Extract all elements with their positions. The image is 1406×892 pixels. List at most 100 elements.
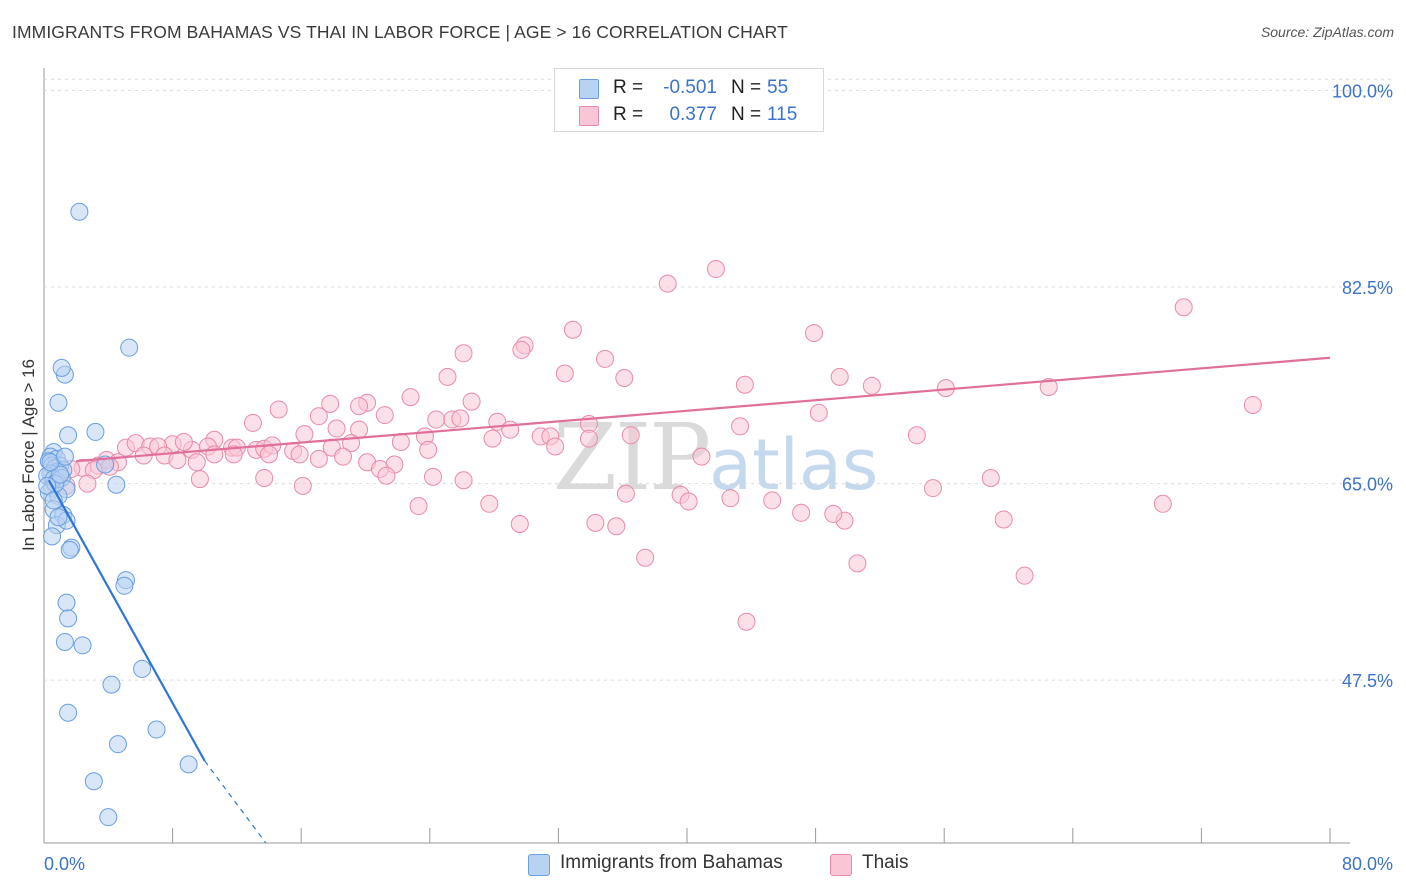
data-point-thais [763,491,782,510]
bottom-legend-label-bahamas: Immigrants from Bahamas [560,852,783,873]
data-point-thais [293,476,312,495]
y-tick-label: 65.0% [1342,475,1393,495]
data-point-bahamas [59,703,78,722]
data-point-thais [862,376,881,395]
data-point-thais [350,397,369,416]
data-point-thais [427,410,446,429]
data-point-bahamas [86,422,105,441]
data-point-bahamas [179,755,198,774]
data-point-thais [658,274,677,293]
data-point-bahamas [57,593,76,612]
legend-row-bahamas: R = -0.501 N = 55 [555,76,823,100]
chart-title: IMMIGRANTS FROM BAHAMAS VS THAI IN LABOR… [12,22,788,42]
data-point-thais [168,450,187,469]
legend-r-value: -0.501 [663,77,717,98]
data-point-thais [830,367,849,386]
data-point-thais [309,407,328,426]
data-point-bahamas [102,675,121,694]
data-point-thais [981,468,1000,487]
y-tick-label: 47.5% [1342,671,1393,691]
data-point-thais [907,426,926,445]
data-point-bahamas [107,475,126,494]
data-point-thais [621,426,640,445]
legend-n-value: 55 [767,77,789,98]
data-point-thais [377,466,396,485]
legend-r-value: 0.377 [669,104,717,125]
data-point-thais [224,445,243,464]
y-tick-label: 100.0% [1332,81,1393,101]
trend-line-thais [76,356,1331,463]
data-point-thais [579,429,598,448]
data-point-thais [1039,377,1058,396]
data-point-bahamas [55,632,74,651]
data-point-thais [454,471,473,490]
data-point-thais [636,548,655,567]
data-point-thais [994,510,1013,529]
data-point-thais [190,470,209,489]
legend-n-label: N = [731,77,762,98]
data-point-thais [375,406,394,425]
data-point-thais [546,437,565,456]
data-point-thais [510,515,529,534]
data-point-thais [1015,566,1034,585]
data-point-thais [483,429,502,448]
data-point-thais [321,394,340,413]
legend-swatch-bahamas [579,79,599,99]
data-point-thais [735,375,754,394]
data-point-bahamas [120,338,139,357]
data-point-thais [809,403,828,422]
data-point-thais [501,420,520,439]
data-point-bahamas [99,808,118,827]
data-point-thais [923,479,942,498]
data-point-bahamas [59,426,78,445]
data-point-thais [737,612,756,631]
data-point-thais [269,400,288,419]
data-point-thais [290,445,309,464]
legend-r-label: R = [613,104,644,125]
legend-swatch-thais [579,106,599,126]
data-point-thais [512,340,531,359]
legend-n-value: 115 [767,104,798,125]
data-point-thais [451,409,470,428]
data-point-thais [295,425,314,444]
legend-r-label: R = [613,77,644,98]
data-point-thais [824,504,843,523]
legend-row-thais: R = 0.377 N = 115 [555,103,823,127]
data-point-thais [401,388,420,407]
data-point-thais [255,468,274,487]
data-point-thais [804,324,823,343]
data-point-thais [1153,494,1172,513]
data-point-thais [848,554,867,573]
data-point-thais [260,445,279,464]
data-point-bahamas [70,202,89,221]
data-point-thais [187,453,206,472]
data-point-thais [243,413,262,432]
data-point-thais [616,484,635,503]
data-point-thais [692,447,711,466]
data-point-thais [438,367,457,386]
data-point-thais [596,349,615,368]
data-point-thais [424,467,443,486]
data-point-bahamas [115,576,134,595]
data-point-thais [721,489,740,508]
data-point-bahamas [49,508,68,527]
data-point-bahamas [55,447,74,466]
data-point-thais [454,344,473,363]
data-point-thais [327,419,346,438]
data-point-thais [391,433,410,452]
data-point-bahamas [108,735,127,754]
data-point-thais [607,517,626,536]
source-credit: Source: ZipAtlas.com [1260,24,1394,40]
legend-n-label: N = [731,104,762,125]
data-point-thais [792,503,811,522]
data-point-thais [586,513,605,532]
bottom-legend-swatch-bahamas [528,854,550,876]
y-tick-label: 82.5% [1342,278,1393,298]
data-point-thais [706,260,725,279]
data-point-bahamas [96,455,115,474]
x-tick-label: 80.0% [1342,854,1393,874]
data-point-thais [309,449,328,468]
data-point-bahamas [84,772,103,791]
data-point-thais [419,440,438,459]
